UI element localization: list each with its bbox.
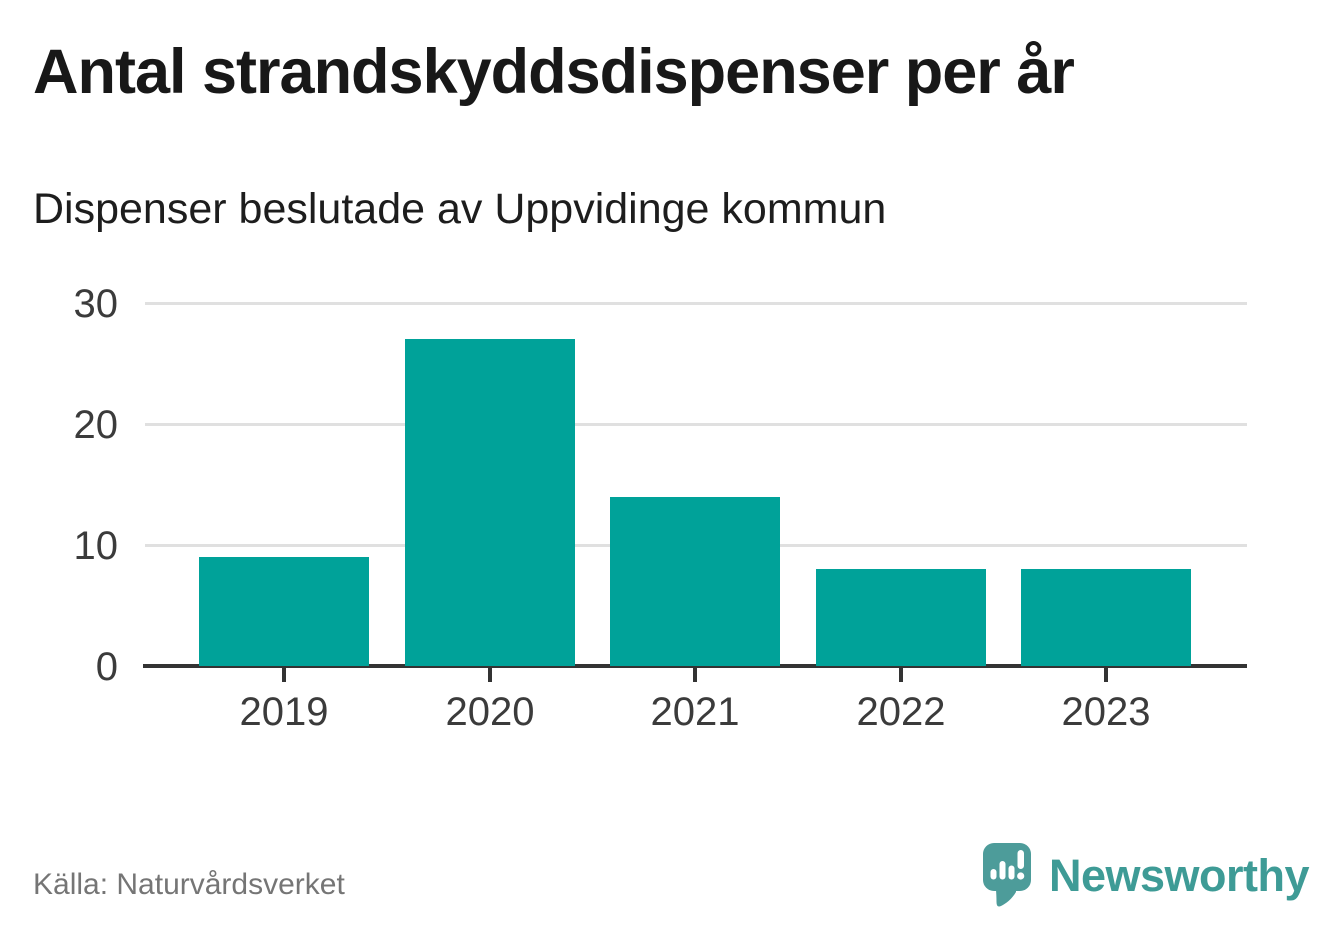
logo-exclamation-dot <box>1017 872 1025 880</box>
x-axis-tick-2023 <box>1104 668 1108 682</box>
logo-bar-2 <box>999 861 1006 880</box>
x-axis-label-2021: 2021 <box>650 690 740 734</box>
y-axis-label-0: 0 <box>95 645 118 689</box>
source-label: Källa: Naturvårdsverket <box>33 868 345 901</box>
bar-2023 <box>1021 569 1191 666</box>
y-axis-label-10: 10 <box>73 524 119 568</box>
x-axis-tick-2020 <box>488 668 492 682</box>
logo-exclamation-stem <box>1017 850 1024 869</box>
newsworthy-speech-bubble-chart-icon <box>983 843 1031 907</box>
chart-subtitle: Dispenser beslutade av Uppvidinge kommun <box>33 185 887 233</box>
chart-title: Antal strandskyddsdispenser per år <box>33 37 1075 107</box>
newsworthy-wordmark: Newsworthy <box>1049 850 1310 901</box>
x-axis-label-2019: 2019 <box>239 690 329 734</box>
y-axis-label-30: 30 <box>73 282 119 326</box>
x-axis-tick-2021 <box>693 668 697 682</box>
gridline-y-30 <box>145 302 1247 305</box>
y-axis-label-20: 20 <box>73 403 119 447</box>
x-axis-label-2022: 2022 <box>856 690 946 734</box>
x-axis-line <box>143 664 1247 668</box>
x-axis-tick-2019 <box>282 668 286 682</box>
gridline-y-20 <box>145 423 1247 426</box>
bar-2022 <box>816 569 986 666</box>
x-axis-label-2020: 2020 <box>445 690 535 734</box>
x-axis-label-2023: 2023 <box>1061 690 1151 734</box>
logo-bar-3 <box>1008 865 1015 880</box>
bar-chart-plot-area <box>143 302 1247 682</box>
bar-2021 <box>610 497 780 666</box>
x-axis-tick-2022 <box>899 668 903 682</box>
bar-2019 <box>199 557 369 666</box>
bar-2020 <box>405 339 575 666</box>
newsworthy-logo: Newsworthy <box>982 842 1310 910</box>
logo-bar-1 <box>990 869 997 880</box>
